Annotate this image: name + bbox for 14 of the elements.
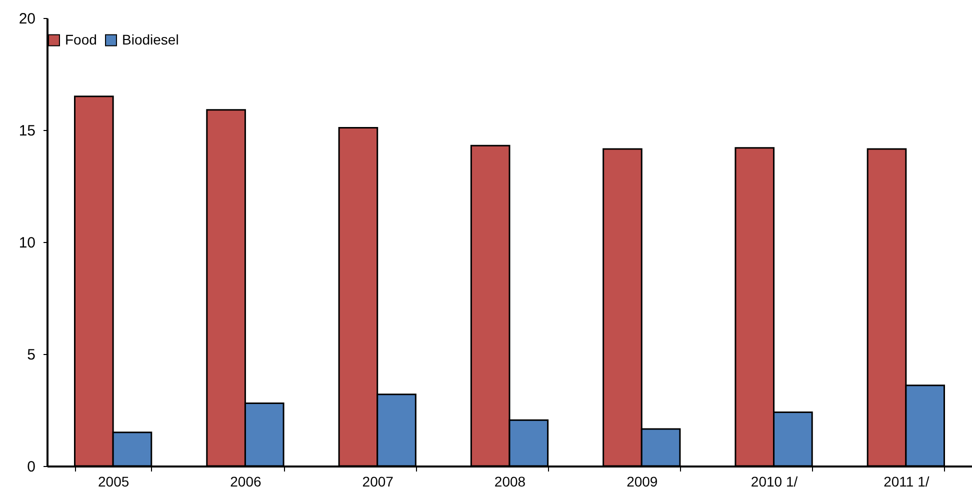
- legend-label: Biodiesel: [122, 31, 179, 48]
- x-tick-label: 2008: [494, 474, 526, 490]
- y-tick-label: 0: [27, 458, 36, 476]
- x-tick-label: 2010 1/: [750, 474, 798, 490]
- x-tick-label: 2006: [230, 474, 262, 490]
- legend-label: Food: [65, 31, 97, 48]
- x-tick-label: 2009: [626, 474, 658, 490]
- y-tick-label: 20: [18, 10, 36, 28]
- x-tick-label: 2007: [362, 474, 394, 490]
- y-tick-label: 15: [18, 122, 36, 140]
- y-tick-label: 5: [27, 346, 36, 364]
- y-tick-label: 10: [18, 234, 36, 252]
- x-tick-label: 2011 1/: [884, 474, 930, 490]
- x-tick-label: 2005: [98, 474, 130, 490]
